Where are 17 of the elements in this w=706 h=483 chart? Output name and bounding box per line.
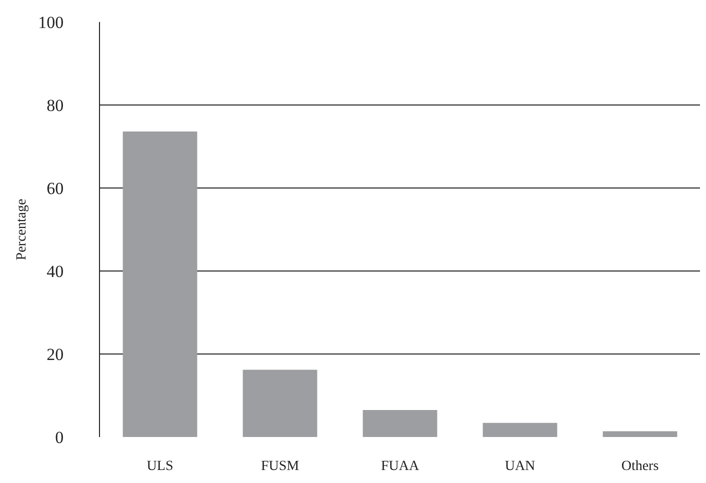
y-tick-label: 60	[46, 178, 64, 198]
y-axis-title: Percentage	[14, 198, 30, 260]
y-tick-label: 100	[38, 12, 64, 32]
x-tick-label: UAN	[504, 459, 536, 474]
bar	[482, 422, 558, 437]
x-tick-label: ULS	[146, 459, 174, 474]
y-tick-label: 20	[46, 344, 64, 364]
y-tick-label: 80	[46, 96, 64, 115]
y-tick-label: 40	[46, 262, 64, 281]
x-tick-label: FUSM	[260, 459, 300, 474]
bar	[602, 431, 678, 437]
bar	[362, 410, 438, 437]
x-tick-label: Others	[621, 459, 659, 474]
y-tick-label: 0	[55, 428, 64, 447]
bar	[242, 370, 318, 437]
bar	[122, 132, 198, 437]
x-tick-label: FUAA	[380, 459, 420, 474]
